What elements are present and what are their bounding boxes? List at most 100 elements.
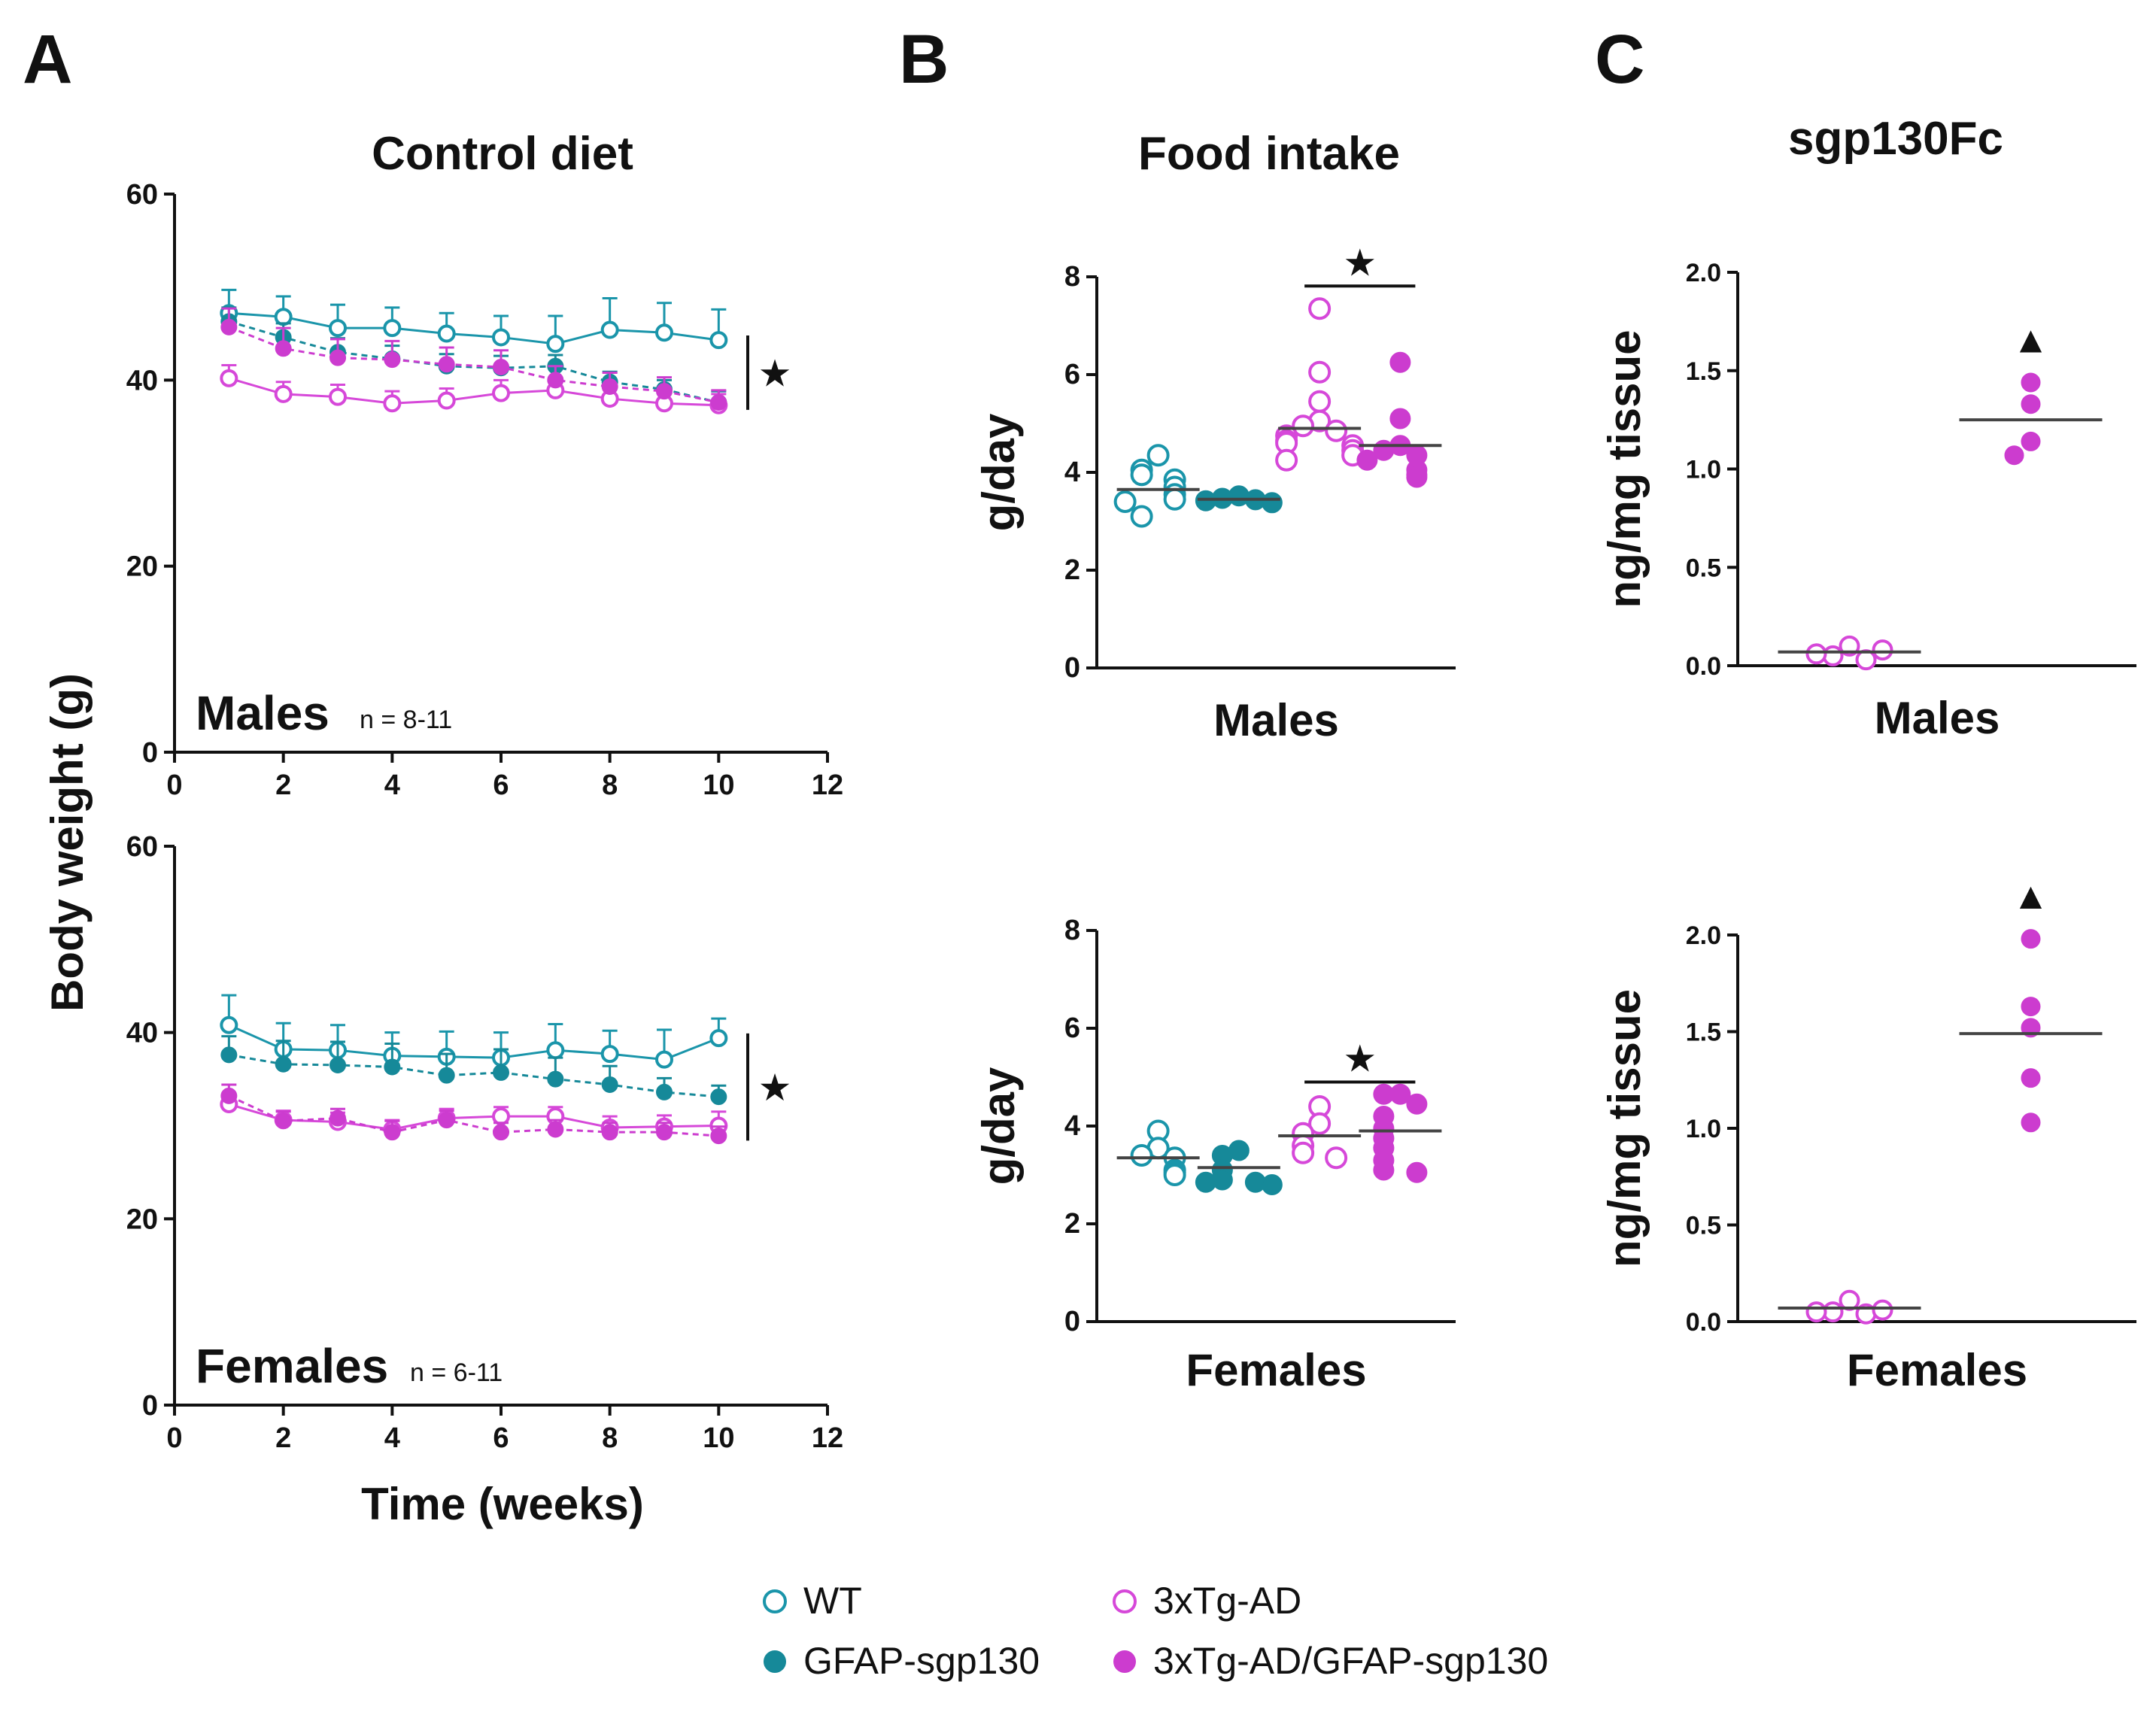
series-wt: [220, 994, 728, 1069]
data-point: [437, 324, 456, 343]
x-tick-label: 12: [812, 1422, 843, 1454]
y-tick-label: 2: [1064, 1208, 1080, 1240]
data-point: [709, 331, 728, 350]
data-point: [601, 1076, 618, 1094]
data-point: [493, 1064, 509, 1081]
y-axis-label: g/day: [973, 413, 1024, 531]
data-point: [1325, 419, 1348, 442]
panel-letter-c: C: [1595, 21, 1644, 98]
data-point: [656, 383, 673, 400]
data-point: [384, 351, 401, 369]
data-point: [1406, 1161, 1428, 1183]
legend-marker: [1113, 1650, 1136, 1673]
data-point: [1292, 414, 1315, 438]
data-point: [601, 1124, 618, 1141]
y-tick-label: 6: [1064, 1012, 1080, 1044]
legend-item-tg_gfap: 3xTg-AD/GFAP-sgp130: [1113, 1640, 1548, 1682]
y-tick-label: 0: [1064, 1306, 1080, 1337]
data-point: [438, 356, 455, 373]
data-point: [384, 1124, 401, 1141]
y-tick-label: 60: [126, 831, 158, 863]
data-point: [1389, 351, 1411, 373]
group-tg: [1275, 297, 1365, 472]
series-wt: [220, 288, 728, 354]
data-point: [1275, 448, 1298, 472]
x-axis-label: Females: [1847, 1345, 2027, 1395]
data-point: [438, 1067, 455, 1084]
series-tg_gfap: [220, 1083, 727, 1145]
x-tick-label: 6: [493, 1422, 509, 1454]
data-point: [220, 1015, 238, 1034]
data-point: [1195, 1171, 1216, 1193]
x-tick-label: 12: [812, 769, 843, 801]
data-point: [1805, 643, 1827, 665]
y-tick-label: 1.0: [1686, 1115, 1721, 1143]
data-point: [1308, 390, 1332, 413]
x-tick-label: 10: [703, 1422, 734, 1454]
panel-letter-a: A: [23, 21, 72, 98]
legend: WT GFAP-sgp130 3xTg-AD 3xTg-AD/GFAP-sgp130: [763, 1580, 1548, 1682]
series-line: [229, 311, 719, 345]
data-point: [547, 372, 564, 389]
chart-A-males: 0 20 40 60 0 2 4 6 8 10 12 ★ Males n = 8-11 Control di…: [126, 128, 843, 801]
y-tick-label: 8: [1064, 261, 1080, 293]
chart-title: Food intake: [1138, 128, 1400, 180]
group-tg_gfap: [1359, 1083, 1442, 1183]
data-point: [1163, 1164, 1186, 1186]
y-tick-label: 8: [1064, 915, 1080, 946]
data-point: [546, 1041, 565, 1060]
data-point: [275, 1112, 292, 1130]
y-tick-label: 1.5: [1686, 1018, 1721, 1047]
data-point: [220, 1087, 238, 1104]
y-tick-label: 0.5: [1686, 1212, 1721, 1240]
y-tick-label: 2: [1064, 554, 1080, 586]
series-line: [228, 377, 719, 407]
data-point: [274, 308, 293, 326]
y-tick-label: 1.5: [1686, 357, 1721, 386]
data-point: [1389, 408, 1411, 430]
data-point: [220, 1046, 238, 1064]
x-tick-label: 4: [384, 1422, 400, 1454]
data-point: [220, 318, 238, 335]
y-tick-label: 40: [126, 1018, 158, 1049]
data-point: [1325, 1146, 1348, 1170]
series-gfap: [220, 1035, 727, 1106]
y-tick-label: 0.0: [1686, 1308, 1721, 1337]
significance-triangle: ▲: [2012, 318, 2050, 360]
series-tg_gfap: [220, 307, 727, 411]
x-tick-label: 8: [602, 1422, 618, 1454]
x-tick-label: 2: [275, 1422, 291, 1454]
data-point: [656, 1083, 673, 1100]
data-point: [438, 1112, 455, 1129]
data-point: [547, 1070, 564, 1088]
y-axis-label: g/day: [973, 1067, 1024, 1185]
data-point: [1872, 639, 1893, 661]
data-point: [493, 359, 509, 376]
group-tg: [1778, 635, 1921, 671]
y-tick-label: 40: [126, 365, 158, 396]
legend-item-tg: 3xTg-AD: [1113, 1580, 1301, 1622]
chart-B-males: 0 2 4 6 8 ★ g/day Males Food intake: [973, 128, 1456, 745]
y-tick-label: 0.5: [1686, 554, 1721, 582]
series-line: [229, 1053, 719, 1098]
y-tick-label: 2.0: [1686, 921, 1721, 950]
y-tick-label: 0.0: [1686, 652, 1721, 681]
data-point: [710, 1128, 727, 1145]
significance-star: ★: [1343, 241, 1377, 284]
legend-marker: [763, 1589, 787, 1613]
legend-item-gfap: GFAP-sgp130: [764, 1640, 1040, 1682]
y-axis-label: Body weight (g): [42, 673, 93, 1012]
legend-label: GFAP-sgp130: [803, 1640, 1040, 1682]
y-tick-label: 0: [142, 1390, 158, 1422]
data-point: [329, 1109, 346, 1127]
x-axis-label: Males: [1875, 693, 2000, 743]
sex-label: Females: [196, 1339, 388, 1393]
significance-star: ★: [1343, 1038, 1377, 1080]
chart-A-females: 0 20 40 60 0 2 4 6 8 10 12 ★ Females n = 6-11: [126, 831, 843, 1454]
data-point: [492, 1107, 510, 1126]
group-wt: [1113, 444, 1200, 528]
chart-title: Control diet: [372, 128, 633, 180]
y-tick-label: 4: [1064, 457, 1080, 488]
significance-star: ★: [758, 1067, 792, 1109]
y-tick-label: 2.0: [1686, 259, 1721, 287]
